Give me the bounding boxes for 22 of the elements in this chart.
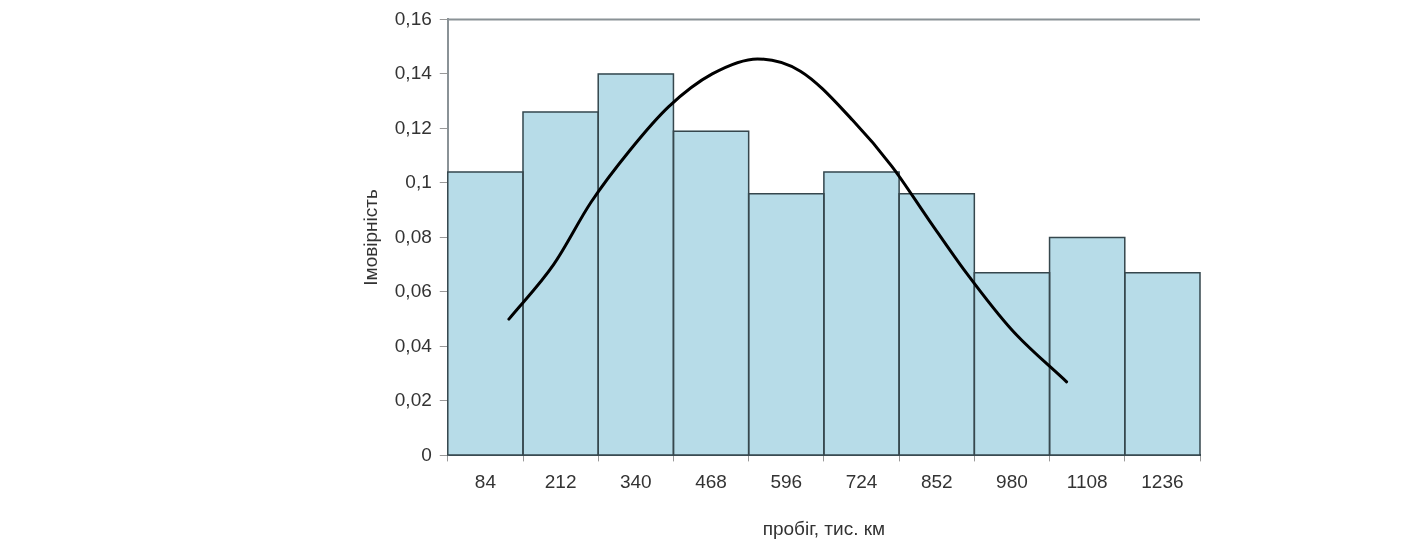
x-tick-label: 468 <box>695 471 727 493</box>
x-tick-label: 340 <box>619 471 652 493</box>
x-tick-label: 596 <box>770 471 803 493</box>
x-tick-label: 1108 <box>1066 471 1108 493</box>
x-tick-label: 84 <box>474 471 497 493</box>
x-tick-label: 852 <box>920 471 953 493</box>
y-tick-label: 0,06 <box>394 280 432 302</box>
y-tick-label: 0,14 <box>394 62 433 84</box>
y-tick-label: 0,12 <box>394 116 432 138</box>
x-tick-label: 1236 <box>1141 471 1184 493</box>
x-tick-label: 724 <box>845 471 878 493</box>
x-axis-title: пробіг, тис. км <box>762 517 886 539</box>
y-tick-label: 0,04 <box>394 334 433 356</box>
y-tick-label: 0,02 <box>394 389 432 411</box>
y-tick-label: 0,1 <box>405 171 432 193</box>
y-tick-label: 0,16 <box>394 7 432 29</box>
y-tick-label: 0 <box>421 443 432 465</box>
y-axis-title: Імовірність <box>359 189 381 286</box>
line-series <box>507 57 1069 384</box>
y-tick-label: 0,08 <box>394 225 432 247</box>
x-tick-label: 980 <box>996 471 1028 493</box>
x-tick-label: 212 <box>544 471 577 493</box>
